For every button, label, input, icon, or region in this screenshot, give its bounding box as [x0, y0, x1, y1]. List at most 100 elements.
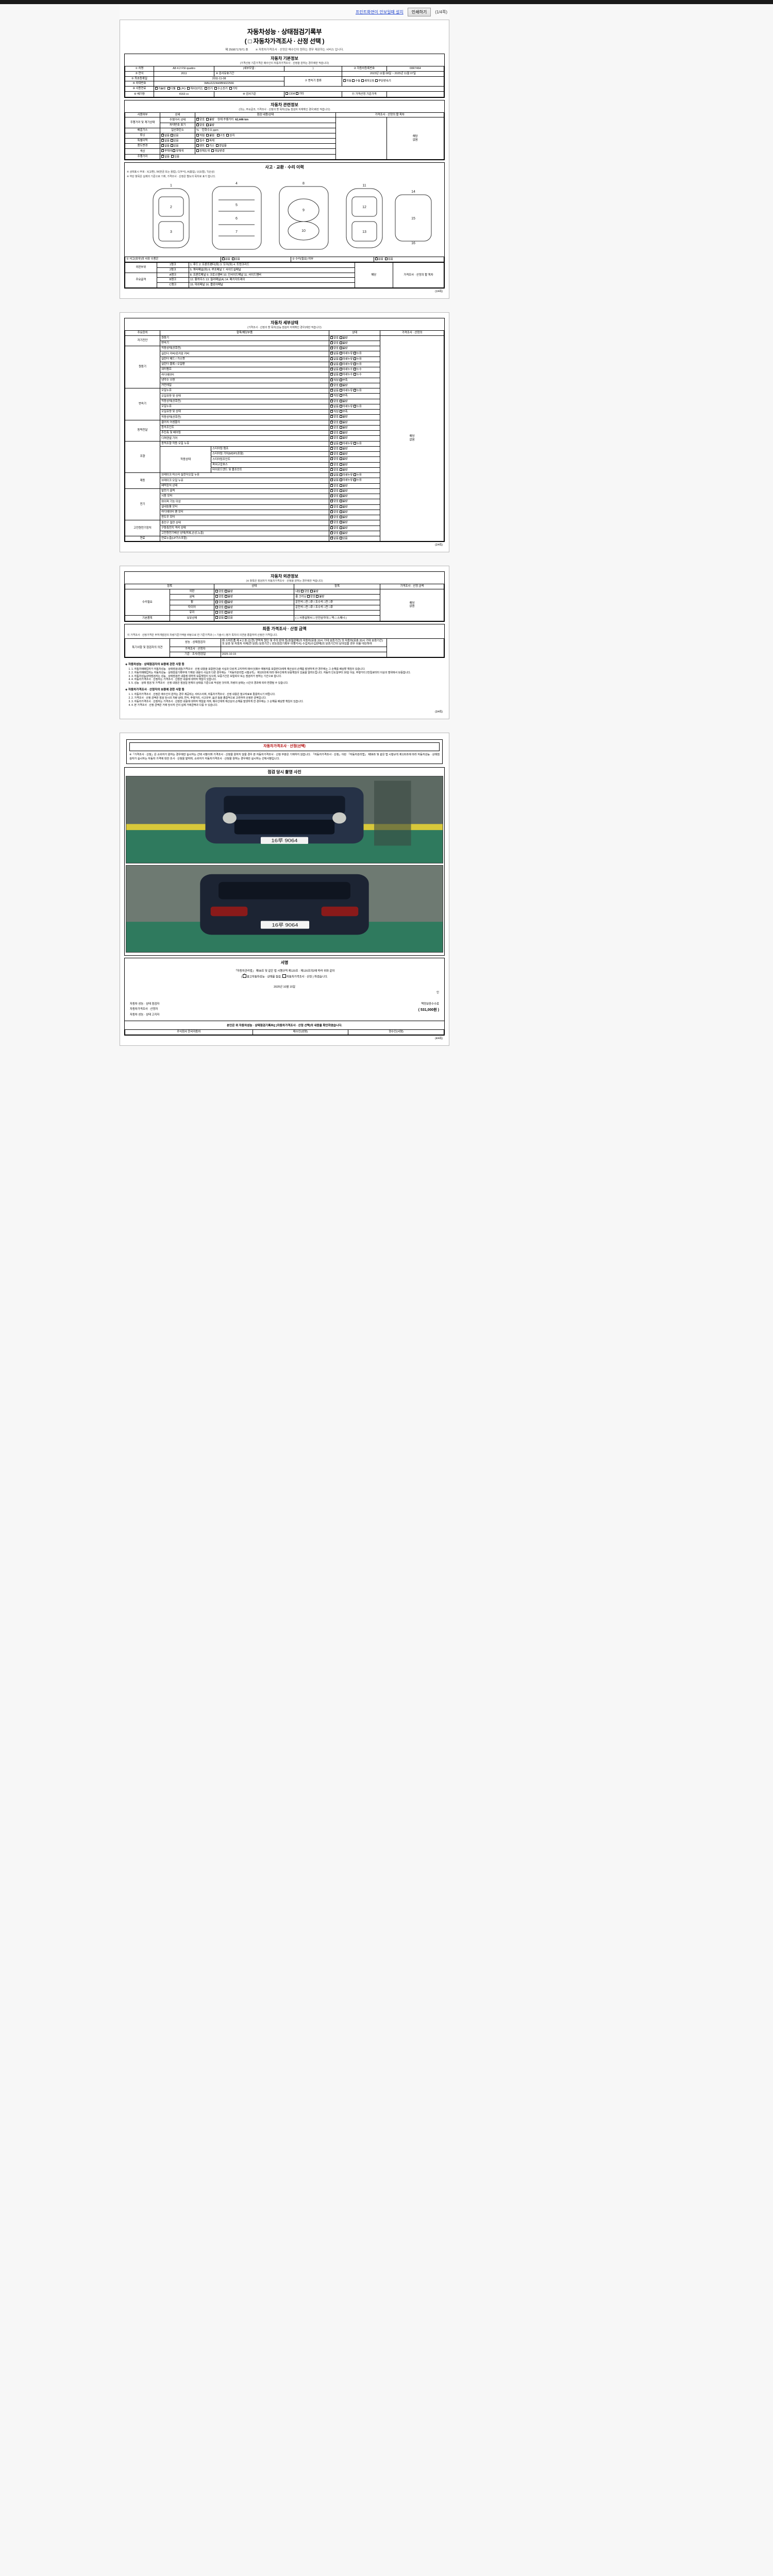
checkbox-st8-0-0[interactable]: [330, 536, 333, 539]
checkbox-st2-1-0[interactable]: [330, 394, 333, 397]
checkbox-st4-1-2-0[interactable]: [330, 457, 333, 461]
checkbox-st3-2-0[interactable]: [330, 431, 333, 434]
checkbox-mileage-bad[interactable]: [206, 118, 209, 121]
checkbox-fuel-diesel[interactable]: [167, 87, 170, 90]
checkbox-accident-yes[interactable]: [231, 257, 234, 260]
checkbox-st1-2-0[interactable]: [330, 357, 333, 360]
checkbox-st0-1-0[interactable]: [330, 341, 333, 344]
checkbox-use-commercial[interactable]: [216, 144, 219, 147]
checkbox-special-fire[interactable]: [206, 139, 209, 142]
checkbox-st2-3-2[interactable]: [353, 404, 356, 408]
checkbox-insp-etc[interactable]: [295, 92, 298, 95]
checkbox-st2-3-0[interactable]: [330, 404, 333, 408]
checkbox-st2-5-1[interactable]: [339, 415, 342, 418]
checkbox-mileage2-none[interactable]: [161, 154, 164, 158]
checkbox-price-survey[interactable]: [282, 974, 286, 978]
checkbox-st5-2-1[interactable]: [339, 484, 342, 487]
checkbox-st1-1-0[interactable]: [330, 351, 333, 355]
checkbox-ex4-0[interactable]: [215, 611, 219, 614]
checkbox-st3-1-0[interactable]: [330, 425, 333, 429]
checkbox-st1-0-1[interactable]: [339, 347, 342, 349]
checkbox-st4-1-1-1[interactable]: [339, 452, 342, 455]
checkbox-st6-3-0[interactable]: [330, 504, 333, 508]
checkbox-st3-0-0[interactable]: [330, 420, 333, 423]
checkbox-color-chromatic[interactable]: [173, 149, 176, 152]
checkbox-st1-6-0[interactable]: [330, 378, 333, 381]
checkbox-insp-cem[interactable]: [285, 92, 289, 95]
checkbox-st3-1-1[interactable]: [339, 426, 342, 429]
checkbox-ex5-1[interactable]: [224, 616, 227, 619]
checkbox-trans-cvt[interactable]: [375, 79, 378, 82]
checkbox-mileage-good[interactable]: [196, 117, 199, 121]
checkbox-st1-3-1[interactable]: [339, 362, 342, 365]
checkbox-usechange-none[interactable]: [161, 144, 164, 147]
checkbox-st1-1-2[interactable]: [353, 352, 356, 355]
checkbox-fuel-gasoline[interactable]: [155, 87, 158, 90]
checkbox-st5-1-2[interactable]: [353, 479, 356, 482]
checkbox-st1-4-2[interactable]: [353, 368, 356, 370]
checkbox-ex3-1[interactable]: [224, 605, 227, 608]
checkbox-st4-1-2-1[interactable]: [339, 457, 342, 461]
checkbox-st1-7-0[interactable]: [330, 383, 333, 386]
checkbox-st4-1-3-1[interactable]: [339, 463, 342, 466]
checkbox-usechange-yes[interactable]: [170, 144, 173, 147]
checkbox-st5-0-1[interactable]: [339, 473, 342, 476]
checkbox-ex0-1[interactable]: [224, 590, 227, 592]
checkbox-st5-0-0[interactable]: [330, 473, 333, 476]
checkbox-st0-1-1[interactable]: [339, 341, 342, 344]
checkbox-ex2-1-1[interactable]: [316, 595, 319, 598]
checkbox-ex5-0[interactable]: [215, 616, 219, 619]
checkbox-st5-1-1[interactable]: [339, 479, 342, 482]
checkbox-st2-1-1[interactable]: [339, 394, 342, 397]
checkbox-st4-1-0-0[interactable]: [330, 446, 333, 450]
checkbox-color-achromatic[interactable]: [161, 149, 164, 152]
checkbox-st4-0-1[interactable]: [339, 442, 342, 445]
checkbox-ex1-0[interactable]: [215, 595, 219, 598]
checkbox-st3-0-1[interactable]: [339, 420, 342, 423]
checkbox-tuning-yes[interactable]: [170, 133, 173, 137]
checkbox-st1-5-0[interactable]: [330, 372, 333, 376]
checkbox-performance-check[interactable]: [242, 973, 246, 978]
checkbox-st2-2-0[interactable]: [330, 399, 333, 402]
checkbox-ex2-0-1[interactable]: [310, 590, 313, 592]
checkbox-st6-4-0[interactable]: [330, 510, 333, 513]
checkbox-st1-2-1[interactable]: [339, 357, 342, 360]
checkbox-st4-1-4-1[interactable]: [339, 468, 342, 471]
checkbox-st7-0-1[interactable]: [339, 521, 342, 524]
checkbox-vin-good[interactable]: [196, 123, 199, 126]
checkbox-special-flood[interactable]: [196, 139, 199, 142]
checkbox-st4-1-0-1[interactable]: [339, 447, 342, 450]
checkbox-trans-semi[interactable]: [361, 79, 364, 82]
checkbox-st2-4-0[interactable]: [330, 410, 333, 413]
checkbox-st1-2-2[interactable]: [353, 357, 356, 360]
checkbox-special-none[interactable]: [161, 138, 164, 142]
checkbox-vin-bad[interactable]: [206, 123, 209, 126]
checkbox-accident-none[interactable]: [222, 257, 225, 260]
checkbox-st8-0-1[interactable]: [339, 537, 342, 539]
checkbox-repair-none[interactable]: [375, 257, 378, 260]
checkbox-st6-2-1[interactable]: [339, 500, 342, 503]
checkbox-st1-7-1[interactable]: [339, 383, 342, 386]
checkbox-st6-0-1[interactable]: [339, 489, 342, 492]
checkbox-tuning-device[interactable]: [226, 133, 229, 137]
checkbox-trans-manual[interactable]: [352, 79, 355, 82]
checkbox-ex2-0[interactable]: [215, 600, 219, 603]
checkbox-st6-1-1[interactable]: [339, 495, 342, 497]
checkbox-st3-3-1[interactable]: [339, 436, 342, 439]
checkbox-st7-2-1[interactable]: [339, 531, 342, 534]
checkbox-st2-0-2[interactable]: [353, 389, 356, 392]
checkbox-st5-0-2[interactable]: [353, 473, 356, 476]
checkbox-mileage2-yes[interactable]: [171, 155, 174, 158]
checkbox-st5-1-0[interactable]: [330, 478, 333, 482]
checkbox-st2-3-1[interactable]: [339, 404, 342, 408]
checkbox-st6-5-0[interactable]: [330, 515, 333, 518]
checkbox-st6-5-1[interactable]: [339, 516, 342, 518]
checkbox-special-yes[interactable]: [170, 139, 173, 142]
checkbox-tuning-illegal[interactable]: [206, 133, 209, 137]
checkbox-st1-3-0[interactable]: [330, 362, 333, 365]
checkbox-st1-4-1[interactable]: [339, 368, 342, 370]
checkbox-st1-5-1[interactable]: [339, 373, 342, 376]
checkbox-ex1-1[interactable]: [224, 595, 227, 598]
checkbox-color-changed[interactable]: [211, 149, 214, 152]
checkbox-st4-1-1-0[interactable]: [330, 452, 333, 455]
